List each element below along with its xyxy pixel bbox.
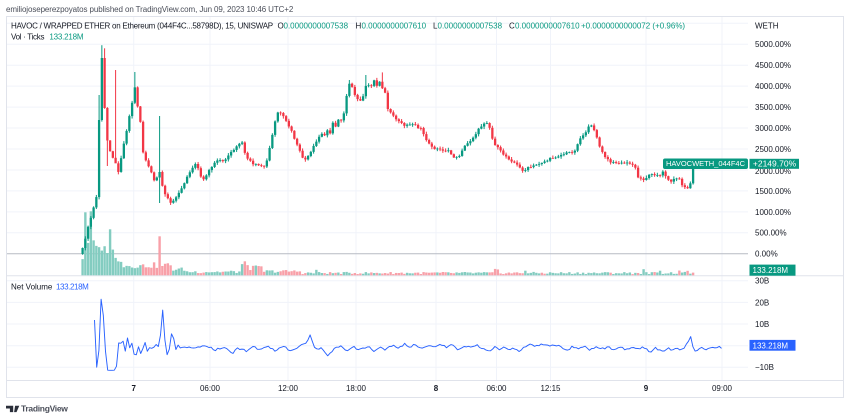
svg-text:3500.00%: 3500.00% [755, 103, 791, 112]
svg-text:2500.00%: 2500.00% [755, 145, 791, 154]
svg-text:0.0000000007538: 0.0000000007538 [438, 21, 503, 30]
svg-text:20B: 20B [755, 298, 769, 307]
svg-text:09:00: 09:00 [712, 384, 733, 393]
svg-text:12:15: 12:15 [540, 384, 561, 393]
svg-text:06:00: 06:00 [200, 384, 221, 393]
svg-text:4500.00%: 4500.00% [755, 61, 791, 70]
svg-text:emiliojoseperezpoyatos publish: emiliojoseperezpoyatos published on Trad… [6, 5, 294, 14]
svg-text:0.0000000007610: 0.0000000007610 [362, 21, 427, 30]
svg-text:10B: 10B [755, 320, 769, 329]
svg-text:1000.00%: 1000.00% [755, 208, 791, 217]
svg-text:1500.00%: 1500.00% [755, 187, 791, 196]
svg-text:0.0000000007538: 0.0000000007538 [284, 21, 349, 30]
svg-text:30B: 30B [755, 277, 769, 286]
svg-text:TradingView: TradingView [21, 404, 68, 414]
svg-text:3000.00%: 3000.00% [755, 124, 791, 133]
svg-text:H: H [356, 21, 362, 30]
svg-text:06:00: 06:00 [486, 384, 507, 393]
svg-text:−10B: −10B [755, 363, 774, 372]
svg-text:133.218M: 133.218M [753, 266, 789, 275]
svg-text:+2149.70%: +2149.70% [753, 159, 797, 169]
svg-text:O: O [278, 21, 284, 30]
svg-text:WETH: WETH [755, 21, 779, 30]
svg-text:HAVOCWETH_044F4C: HAVOCWETH_044F4C [666, 159, 746, 168]
svg-text:0.0000000007610: 0.0000000007610 [515, 21, 580, 30]
svg-text:133.218M: 133.218M [753, 341, 789, 350]
svg-text:8: 8 [434, 384, 439, 393]
svg-text:18:00: 18:00 [346, 384, 367, 393]
svg-text:Vol · Ticks: Vol · Ticks [11, 32, 44, 41]
svg-text:4000.00%: 4000.00% [755, 82, 791, 91]
svg-text:500.00%: 500.00% [755, 229, 787, 238]
svg-text:133.218M: 133.218M [49, 32, 84, 41]
svg-text:7: 7 [131, 384, 136, 393]
svg-text:12:00: 12:00 [278, 384, 299, 393]
svg-text:L: L [433, 21, 438, 30]
svg-text:5000.00%: 5000.00% [755, 40, 791, 49]
svg-text:HAVOC / WRAPPED ETHER on Ether: HAVOC / WRAPPED ETHER on Ethereum (044F4… [11, 21, 273, 30]
svg-text:+0.0000000000072 (+0.96%): +0.0000000000072 (+0.96%) [581, 21, 685, 30]
svg-text:9: 9 [644, 384, 649, 393]
svg-text:C: C [509, 21, 515, 30]
svg-text:0.00%: 0.00% [755, 250, 778, 259]
svg-text:Net Volume: Net Volume [11, 282, 53, 291]
svg-text:2000.00%: 2000.00% [755, 167, 791, 176]
svg-text:133.218M: 133.218M [56, 282, 89, 291]
